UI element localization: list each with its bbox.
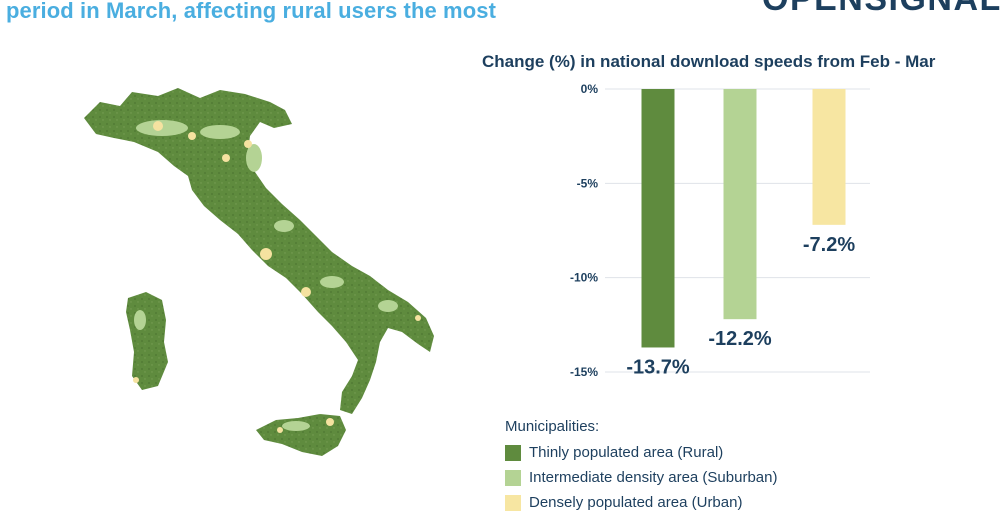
legend-item-urban: Densely populated area (Urban) xyxy=(505,490,777,515)
legend-item-rural: Thinly populated area (Rural) xyxy=(505,440,777,465)
legend: Municipalities: Thinly populated area (R… xyxy=(505,418,777,515)
bar-2 xyxy=(723,89,757,320)
data-label-2: -12.2% xyxy=(708,328,772,350)
y-tick-label: -5% xyxy=(577,176,599,190)
legend-label-suburban: Intermediate density area (Suburban) xyxy=(529,469,778,486)
sicily-shape xyxy=(256,414,346,456)
legend-swatch-urban xyxy=(505,494,521,511)
y-tick-label: -15% xyxy=(570,365,598,378)
mainland-shape xyxy=(84,88,434,414)
bar-1 xyxy=(641,89,675,348)
legend-label-urban: Densely populated area (Urban) xyxy=(529,494,743,511)
data-label-1: -13.7% xyxy=(626,356,690,378)
legend-title: Municipalities: xyxy=(505,418,600,435)
urban-patches xyxy=(133,121,421,433)
chart-title: Change (%) in national download speeds f… xyxy=(482,52,936,71)
legend-swatch-suburban xyxy=(505,469,521,486)
italy-map-icon xyxy=(84,88,434,456)
legend-label-rural: Thinly populated area (Rural) xyxy=(529,444,724,461)
bar-chart: 0% -5% -10% -15% -13.7% -12.2% -7.2% xyxy=(570,82,870,378)
headline: period in March, affecting rural users t… xyxy=(6,0,497,23)
y-tick-label: -10% xyxy=(570,271,598,285)
bar-3 xyxy=(812,89,846,225)
legend-swatch-rural xyxy=(505,444,521,461)
legend-item-suburban: Intermediate density area (Suburban) xyxy=(505,465,777,490)
brand-logo: OPENSIGNAL xyxy=(762,0,1000,19)
sardinia-shape xyxy=(126,292,168,390)
y-tick-label: 0% xyxy=(581,82,599,96)
data-label-3: -7.2% xyxy=(803,234,855,256)
